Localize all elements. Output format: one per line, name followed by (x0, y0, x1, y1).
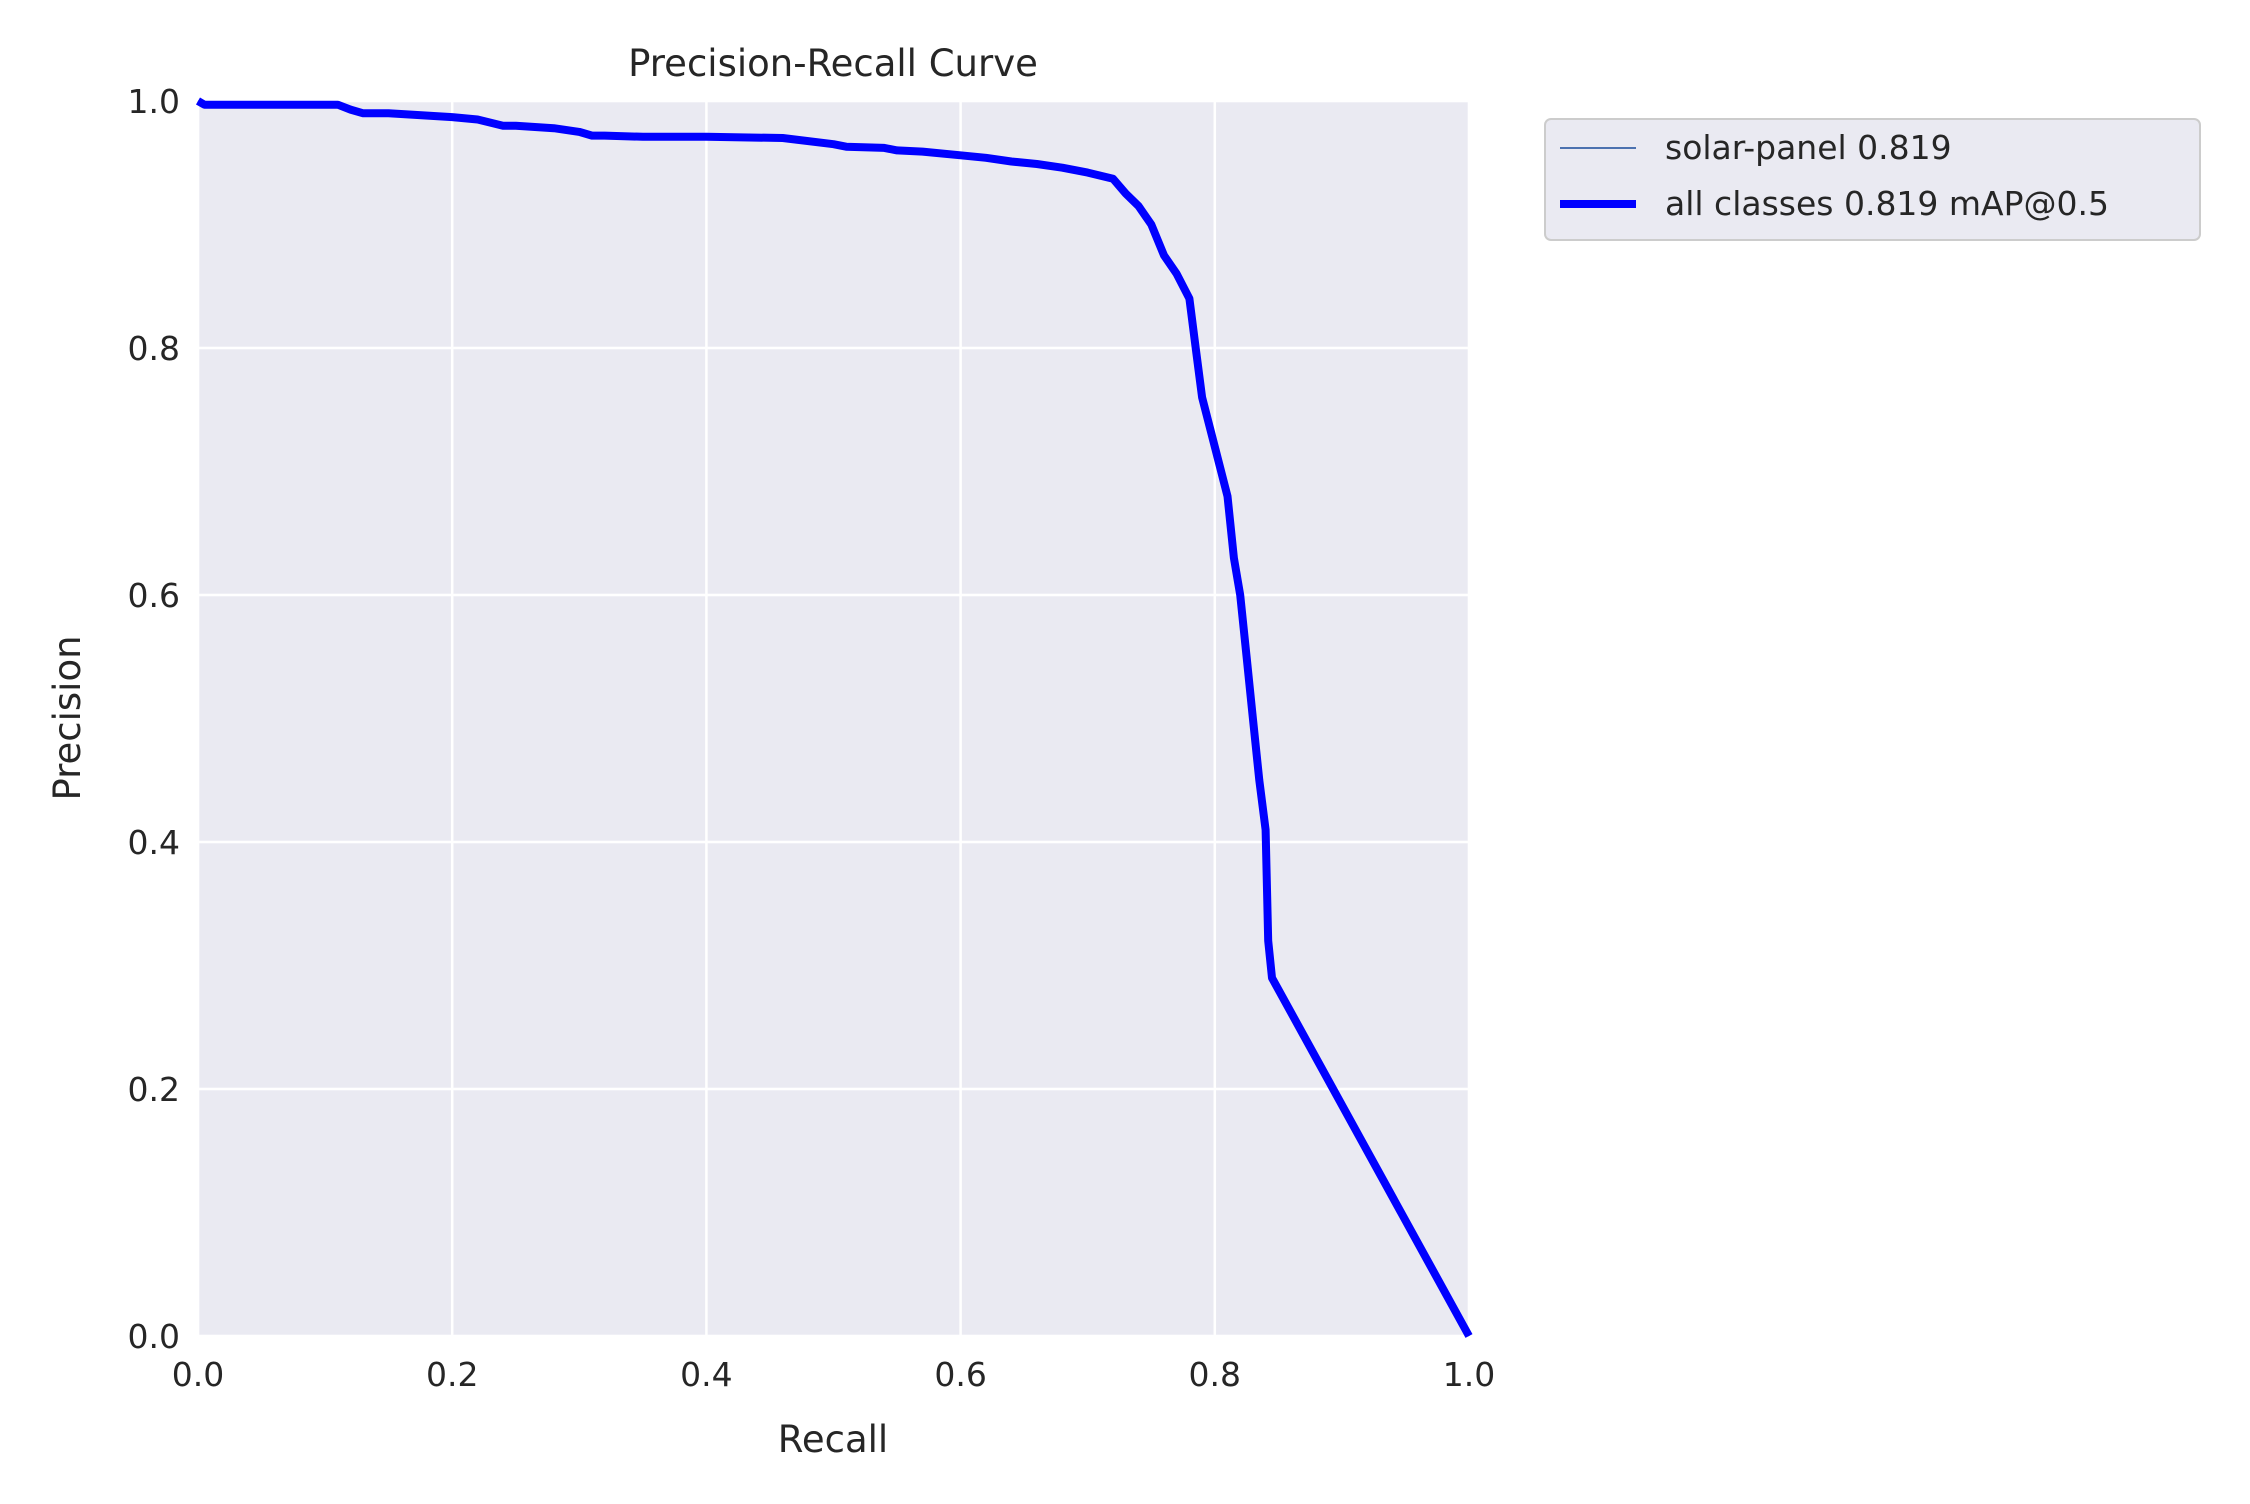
x-tick-label: 0.4 (680, 1355, 732, 1394)
series-lines (195, 97, 1473, 1338)
tick-labels: 0.0 0.2 0.4 0.6 0.8 1.0 0.0 0.2 0.4 0.6 0.8 1.0 (128, 82, 1496, 1394)
chart-title: Precision-Recall Curve (628, 42, 1038, 85)
x-tick-label: 0.8 (1189, 1355, 1241, 1394)
x-tick-label: 1.0 (1443, 1355, 1495, 1394)
plot-background (198, 101, 1469, 1336)
grid-lines (196, 99, 1471, 1338)
y-tick-label: 0.2 (128, 1070, 180, 1109)
legend-label-all-classes: all classes 0.819 mAP@0.5 (1665, 184, 2109, 223)
x-tick-label: 0.6 (934, 1355, 986, 1394)
y-tick-label: 0.0 (128, 1317, 180, 1356)
y-tick-label: 1.0 (128, 82, 180, 121)
x-tick-label: 0.2 (426, 1355, 478, 1394)
x-tick-label: 0.0 (172, 1355, 224, 1394)
legend-frame (1544, 118, 2201, 241)
legend: solar-panel 0.819 all classes 0.819 mAP@… (1544, 118, 2201, 241)
series-line-all-classes (195, 97, 1473, 1338)
y-axis-label: Precision (46, 635, 89, 800)
y-tick-label: 0.4 (128, 823, 180, 862)
x-axis-label: Recall (778, 1418, 888, 1461)
legend-label-solar-panel: solar-panel 0.819 (1665, 128, 1952, 167)
y-tick-label: 0.8 (128, 329, 180, 368)
y-tick-label: 0.6 (128, 576, 180, 615)
